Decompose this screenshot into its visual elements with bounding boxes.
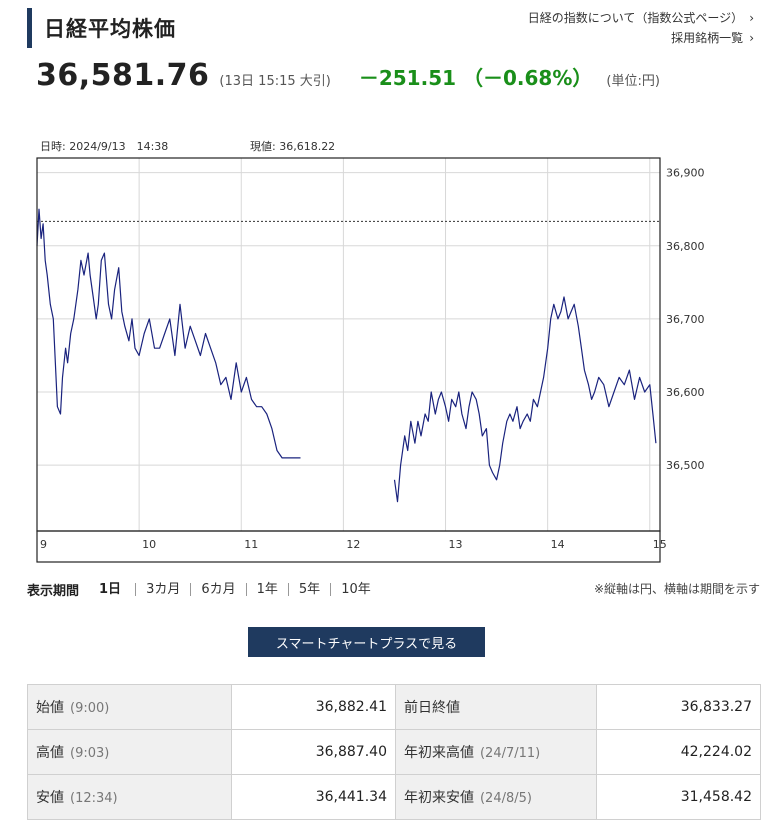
low-time: (12:34) bbox=[70, 791, 118, 806]
x-tick-label: 9 bbox=[40, 538, 47, 551]
low-value: 36,441.34 bbox=[230, 774, 396, 820]
top-links: 日経の指数について（指数公式ページ） › 採用銘柄一覧 › bbox=[528, 8, 754, 48]
chart-datetime: 日時: 2024/9/13 14:38 bbox=[40, 140, 169, 153]
prev-close-value: 36,833.27 bbox=[595, 684, 762, 730]
ytd-low-label-text: 年初来安値 bbox=[403, 790, 474, 806]
prev-close-label: 前日終値 bbox=[394, 684, 597, 730]
low-label-text: 安値 bbox=[36, 790, 64, 806]
period-10y[interactable]: 10年 bbox=[330, 583, 381, 596]
x-tick-label: 11 bbox=[244, 538, 258, 551]
low-label: 安値 (12:34) bbox=[27, 774, 232, 820]
period-1y[interactable]: 1年 bbox=[245, 583, 288, 596]
ytd-high-label: 年初来高値 (24/7/11) bbox=[394, 729, 597, 775]
prev-close-label-text: 前日終値 bbox=[403, 700, 460, 716]
page-title-bar: 日経平均株価 bbox=[27, 8, 176, 48]
chevron-right-icon: › bbox=[749, 31, 754, 45]
ytd-high-value: 42,224.02 bbox=[595, 729, 762, 775]
axis-note: ※縦軸は円、横軸は期間を示す bbox=[593, 582, 760, 596]
ytd-high-label-text: 年初来高値 bbox=[403, 745, 474, 761]
period-selector: 表示期間 1日 3カ月 6カ月 1年 5年 10年 bbox=[27, 580, 381, 599]
open-label-text: 始値 bbox=[36, 700, 64, 716]
period-1d[interactable]: 1日 bbox=[99, 582, 122, 597]
ytd-low-date: (24/8/5) bbox=[479, 791, 532, 806]
ytd-low-label: 年初来安値 (24/8/5) bbox=[394, 774, 597, 820]
page-title: 日経平均株価 bbox=[44, 17, 176, 41]
price-series-line bbox=[36, 208, 301, 459]
x-tick-label: 13 bbox=[449, 538, 463, 551]
y-tick-label: 36,600 bbox=[666, 386, 705, 399]
period-3m[interactable]: 3カ月 bbox=[135, 583, 190, 596]
x-tick-label: 12 bbox=[346, 538, 360, 551]
index-info-link-label: 日経の指数について（指数公式ページ） bbox=[527, 11, 744, 25]
chart-current-value: 現値: 36,618.22 bbox=[250, 140, 336, 153]
price-unit: (単位:円) bbox=[606, 74, 660, 89]
price-time: (13日 15:15 大引) bbox=[219, 74, 331, 89]
high-value: 36,887.40 bbox=[230, 729, 396, 775]
y-tick-label: 36,900 bbox=[666, 167, 705, 180]
x-axis-band bbox=[36, 530, 661, 563]
smart-chart-button[interactable]: スマートチャートプラスで見る bbox=[248, 627, 485, 657]
high-label-text: 高値 bbox=[36, 745, 64, 761]
constituents-link-label: 採用銘柄一覧 bbox=[671, 31, 744, 45]
plot-area bbox=[37, 158, 660, 531]
quote-row: 36,581.76 (13日 15:15 大引) －251.51 （－0.68%… bbox=[36, 58, 660, 93]
open-time: (9:00) bbox=[70, 701, 110, 716]
ytd-high-date: (24/7/11) bbox=[479, 746, 541, 761]
chevron-right-icon: › bbox=[749, 11, 754, 25]
y-tick-label: 36,700 bbox=[666, 313, 705, 326]
table-row: 高値 (9:03) 36,887.40 年初来高値 (24/7/11) 42,224… bbox=[27, 729, 762, 775]
open-value: 36,882.41 bbox=[230, 684, 396, 730]
period-label: 表示期間 bbox=[27, 584, 80, 599]
y-tick-label: 36,500 bbox=[666, 459, 705, 472]
open-label: 始値 (9:00) bbox=[27, 684, 232, 730]
high-label: 高値 (9:03) bbox=[27, 729, 232, 775]
constituents-link[interactable]: 採用銘柄一覧 › bbox=[528, 28, 754, 48]
table-row: 安値 (12:34) 36,441.34 年初来安値 (24/8/5) 31,458… bbox=[27, 774, 762, 820]
period-5y[interactable]: 5年 bbox=[287, 583, 330, 596]
table-row: 始値 (9:00) 36,882.41 前日終値 36,833.27 bbox=[27, 684, 762, 730]
x-tick-label: 10 bbox=[142, 538, 156, 551]
y-tick-label: 36,800 bbox=[666, 240, 705, 253]
x-tick-label: 14 bbox=[551, 538, 565, 551]
price-series-line bbox=[393, 296, 657, 503]
ytd-low-value: 31,458.42 bbox=[595, 774, 762, 820]
high-time: (9:03) bbox=[70, 746, 110, 761]
intraday-chart[interactable]: 9 10 11 12 13 14 1536,50036,60036,70036,80036,… bbox=[0, 150, 766, 570]
index-info-link[interactable]: 日経の指数について（指数公式ページ） › bbox=[528, 8, 754, 28]
current-price: 36,581.76 bbox=[36, 58, 210, 93]
price-change: －251.51 （－0.68%） bbox=[358, 66, 593, 90]
period-6m[interactable]: 6カ月 bbox=[190, 583, 245, 596]
stats-table: 始値 (9:00) 36,882.41 前日終値 36,833.27 高値 (9:0… bbox=[27, 684, 762, 820]
